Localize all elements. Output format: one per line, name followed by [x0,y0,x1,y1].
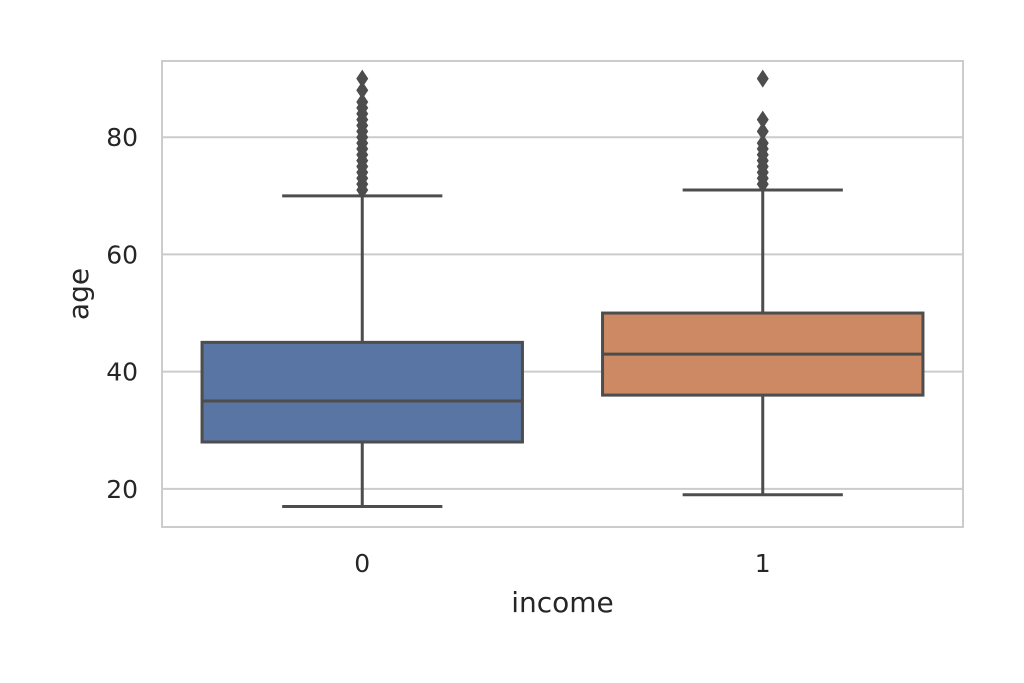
outlier-point [356,93,369,112]
plot-frame [161,60,964,528]
y-tick-label-60: 60 [106,240,138,269]
x-tick-label-0: 0 [354,549,370,578]
outlier-point [756,122,769,141]
y-tick-label-80: 80 [106,123,138,152]
x-axis-label: income [511,586,614,619]
x-tick-label-1: 1 [755,549,771,578]
y-tick-labels: 20 40 60 80 [106,123,138,504]
box-body [200,340,524,444]
box-group-1 [601,69,925,497]
outlier-point [756,134,769,153]
outlier-point [756,69,769,88]
y-tick-label-20: 20 [106,475,138,504]
boxes [200,69,925,508]
outlier-point [756,110,769,129]
outlier-point [356,81,369,100]
y-axis-label: age [62,268,95,320]
y-tick-label-40: 40 [106,358,138,387]
box-group-0 [200,69,524,508]
outlier-point [356,69,369,88]
